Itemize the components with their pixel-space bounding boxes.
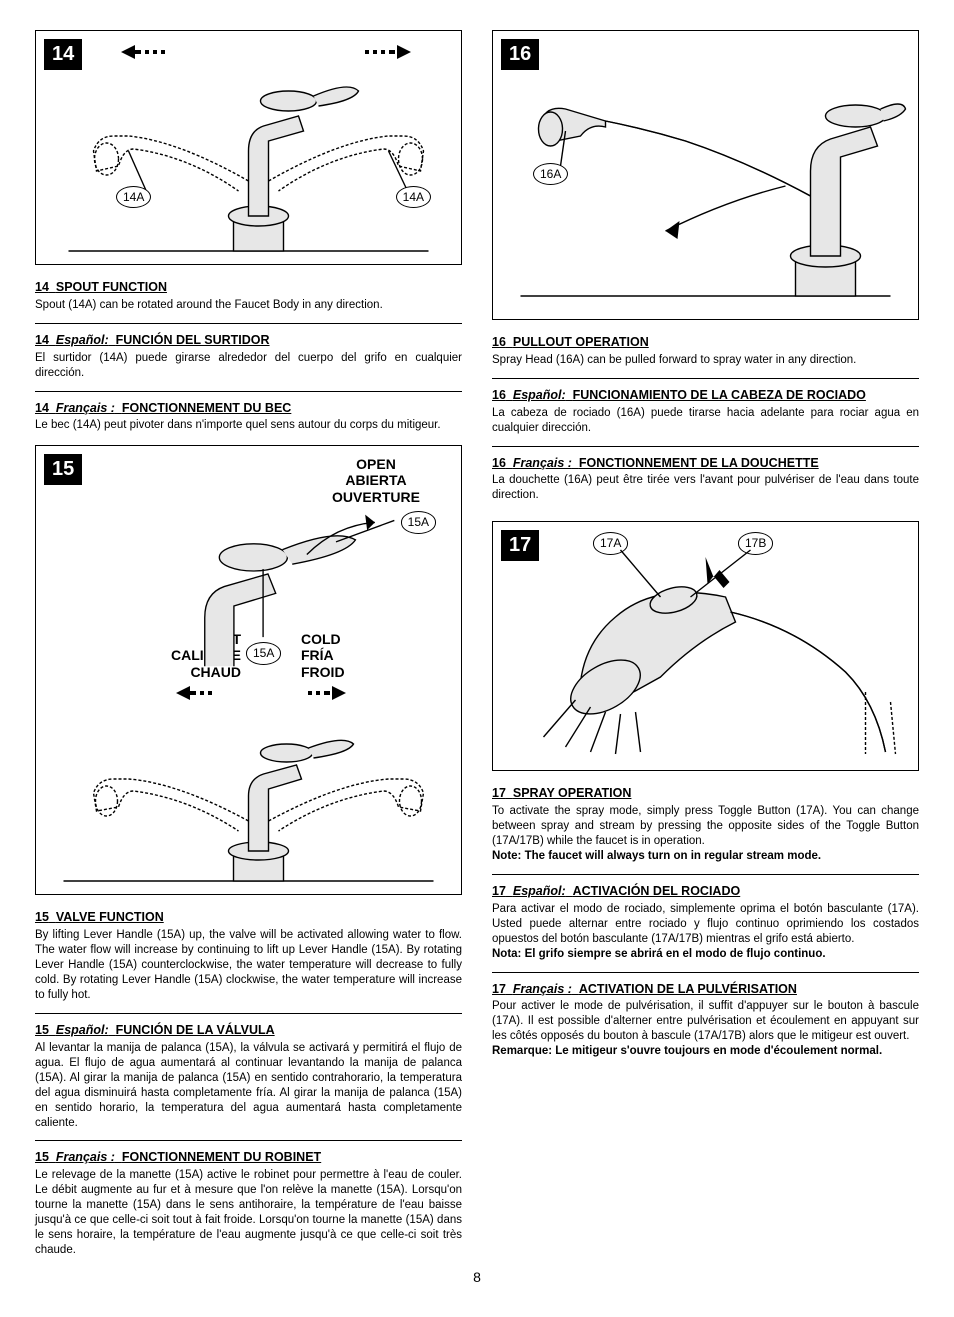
- section-14-fr: 14 Français : FONCTIONNEMENT DU BEC Le b…: [35, 400, 462, 434]
- faucet-diagram-16: [493, 31, 918, 311]
- faucet-diagram-15-bottom: [36, 711, 461, 891]
- figure-17: 17 17A 17B: [492, 521, 919, 771]
- figure-15-number: 15: [44, 454, 82, 485]
- figure-15: 15 OPENABIERTAOUVERTURE HOTCALIENTECHAUD…: [35, 445, 462, 895]
- section-17-es: 17 Español: ACTIVACIÓN DEL ROCIADO Para …: [492, 883, 919, 962]
- section-15-es: 15 Español: FUNCIÓN DE LA VÁLVULA Al lev…: [35, 1022, 462, 1131]
- figure-16: 16 16A: [492, 30, 919, 320]
- arrow-cold-icon: [304, 686, 364, 706]
- section-15-en: 15 VALVE FUNCTION By lifting Lever Handl…: [35, 909, 462, 1003]
- section-16-en: 16 PULLOUT OPERATION Spray Head (16A) ca…: [492, 334, 919, 368]
- section-15-fr: 15 Français : FONCTIONNEMENT DU ROBINET …: [35, 1149, 462, 1258]
- callout-14a-right: 14A: [396, 186, 431, 208]
- page-number: 8: [35, 1268, 919, 1287]
- open-label: OPENABIERTAOUVERTURE: [316, 456, 436, 504]
- arrow-hot-icon: [176, 686, 236, 706]
- section-17-fr: 17 Français : ACTIVATION DE LA PULVÉRISA…: [492, 981, 919, 1060]
- section-17-en: 17 SPRAY OPERATION To activate the spray…: [492, 785, 919, 864]
- section-16-fr: 16 Français : FONCTIONNEMENT DE LA DOUCH…: [492, 455, 919, 504]
- figure-14: 14: [35, 30, 462, 265]
- section-16-es: 16 Español: FUNCIONAMIENTO DE LA CABEZA …: [492, 387, 919, 436]
- faucet-diagram-14: [36, 41, 461, 261]
- section-14-es: 14 Español: FUNCIÓN DEL SURTIDOR El surt…: [35, 332, 462, 381]
- faucet-diagram-15-top: [36, 501, 461, 676]
- right-column: 16 16A 16: [492, 30, 919, 1264]
- faucet-diagram-17: [493, 522, 918, 762]
- section-14-en: 14 SPOUT FUNCTION Spout (14A) can be rot…: [35, 279, 462, 313]
- left-column: 14: [35, 30, 462, 1264]
